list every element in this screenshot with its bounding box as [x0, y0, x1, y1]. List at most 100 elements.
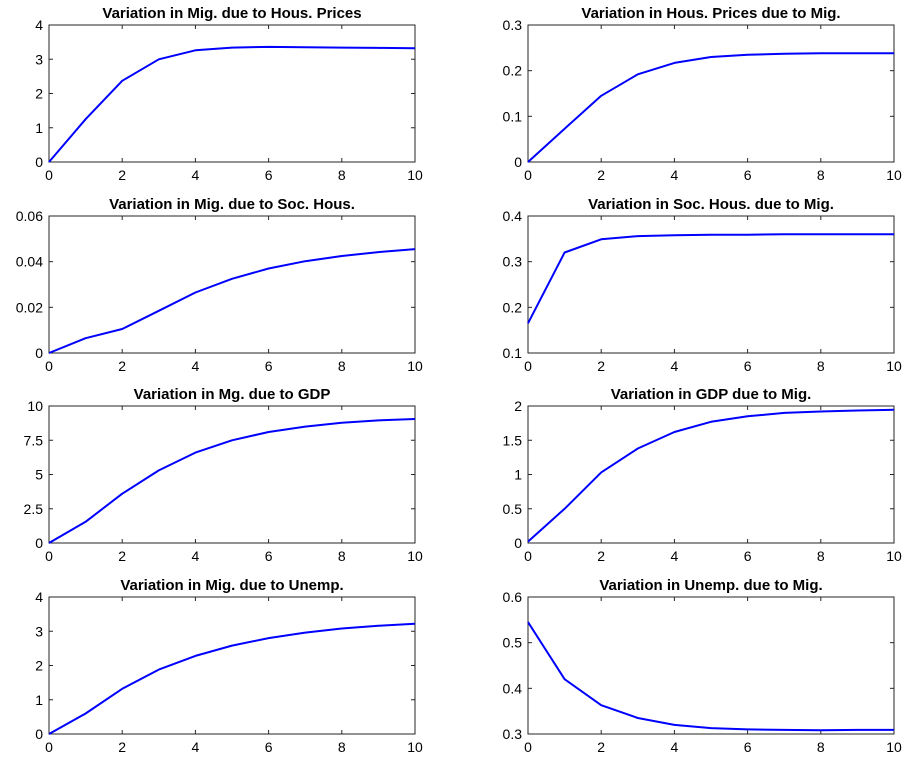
y-tick-label: 1	[35, 120, 43, 136]
y-tick-label: 0	[514, 535, 522, 551]
x-tick-label: 4	[192, 739, 200, 755]
y-tick-label: 10	[27, 398, 43, 414]
axes-frame	[48, 596, 416, 735]
x-tick-label: 4	[671, 739, 679, 755]
x-tick-label: 8	[338, 739, 346, 755]
x-tick-label: 6	[265, 167, 273, 183]
y-tick-label: 0.04	[16, 254, 43, 270]
plot-title: Variation in Mig. due to Soc. Hous.	[109, 196, 355, 213]
x-tick-label: 4	[671, 548, 679, 564]
y-tick-label: 0.02	[16, 299, 43, 315]
x-tick-label: 10	[886, 358, 902, 374]
x-tick-label: 10	[407, 739, 423, 755]
x-tick-label: 4	[671, 167, 679, 183]
x-tick-label: 2	[118, 358, 126, 374]
y-tick-label: 0.4	[503, 208, 523, 224]
x-tick-label: 6	[265, 739, 273, 755]
x-tick-label: 10	[407, 167, 423, 183]
y-tick-label: 4	[35, 17, 43, 33]
series-line	[527, 233, 894, 324]
y-tick-label: 0.06	[16, 208, 43, 224]
x-tick-label: 2	[597, 548, 605, 564]
subplot: Variation in Mig. due to Soc. Hous. 0 2 4 6 8…	[16, 196, 423, 374]
subplot: Variation in Mig. due to Unemp. 0 2 4 6 8 10 0 1…	[35, 577, 423, 755]
y-tick-label: 2	[514, 398, 522, 414]
x-tick-label: 8	[817, 167, 825, 183]
x-tick-label: 10	[407, 548, 423, 564]
x-tick-label: 8	[338, 358, 346, 374]
x-tick-label: 4	[192, 358, 200, 374]
y-tick-label: 0.1	[503, 108, 523, 124]
x-tick-label: 4	[671, 358, 679, 374]
y-tick-label: 2	[35, 658, 43, 674]
x-tick-label: 6	[744, 548, 752, 564]
axes-frame	[48, 24, 416, 163]
y-tick-label: 4	[35, 589, 43, 605]
x-tick-label: 0	[524, 167, 532, 183]
subplot: Variation in Mig. due to Hous. Prices 0 2 4…	[35, 5, 423, 183]
x-tick-label: 10	[407, 358, 423, 374]
x-tick-label: 8	[338, 548, 346, 564]
y-tick-label: 1	[514, 467, 522, 483]
axes-frame	[48, 215, 416, 354]
series-line	[527, 52, 894, 163]
x-tick-label: 8	[817, 739, 825, 755]
y-tick-label: 2.5	[24, 501, 44, 517]
plot-title: Variation in Mig. due to Unemp.	[120, 577, 343, 594]
y-tick-label: 0.3	[503, 17, 523, 33]
y-tick-label: 5	[35, 467, 43, 483]
y-tick-label: 7.5	[24, 432, 44, 448]
plot-title: Variation in Soc. Hous. due to Mig.	[588, 196, 834, 213]
axes-frame	[48, 405, 416, 544]
y-tick-label: 0.5	[503, 635, 523, 651]
axes-frame	[527, 24, 895, 163]
axes-frame	[527, 215, 895, 354]
x-tick-label: 0	[45, 358, 53, 374]
plot-title: Variation in Mg. due to GDP	[134, 386, 331, 403]
series-line	[48, 622, 416, 735]
subplot: Variation in Soc. Hous. due to Mig. 0 2 4 6 8…	[503, 196, 902, 374]
axes-frame	[527, 405, 895, 544]
x-tick-label: 4	[192, 167, 200, 183]
y-tick-label: 0	[35, 726, 43, 742]
x-tick-label: 10	[886, 167, 902, 183]
y-tick-label: 0.3	[503, 726, 523, 742]
y-tick-label: 0.2	[503, 63, 523, 79]
x-tick-label: 0	[524, 358, 532, 374]
y-tick-label: 0.4	[503, 680, 523, 696]
series-line	[48, 45, 416, 163]
x-tick-label: 10	[886, 739, 902, 755]
y-tick-label: 0.1	[503, 345, 523, 361]
y-tick-label: 0.2	[503, 299, 523, 315]
y-tick-label: 0.6	[503, 589, 523, 605]
series-line	[48, 248, 416, 354]
x-tick-label: 2	[118, 167, 126, 183]
y-tick-label: 3	[35, 51, 43, 67]
y-tick-label: 0	[35, 154, 43, 170]
plot-title: Variation in GDP due to Mig.	[611, 386, 812, 403]
subplot: Variation in Unemp. due to Mig. 0 2 4 6 8 10 0.…	[503, 577, 902, 755]
subplot: Variation in GDP due to Mig. 0 2 4 6 8 10 0 0.5 1…	[503, 386, 902, 564]
x-tick-label: 6	[265, 548, 273, 564]
x-tick-label: 2	[118, 548, 126, 564]
y-tick-label: 0	[35, 345, 43, 361]
series-line	[527, 408, 895, 543]
y-tick-label: 0	[35, 535, 43, 551]
x-tick-label: 6	[744, 167, 752, 183]
x-tick-label: 0	[45, 548, 53, 564]
x-tick-label: 6	[744, 358, 752, 374]
y-tick-label: 1	[35, 692, 43, 708]
axes-frame	[527, 596, 895, 735]
x-tick-label: 2	[597, 358, 605, 374]
y-tick-label: 2	[35, 86, 43, 102]
plot-title: Variation in Unemp. due to Mig.	[599, 577, 822, 594]
x-tick-label: 2	[597, 167, 605, 183]
plot-title: Variation in Mig. due to Hous. Prices	[102, 5, 361, 22]
y-tick-label: 1.5	[503, 432, 523, 448]
x-tick-label: 0	[45, 167, 53, 183]
x-tick-label: 0	[45, 739, 53, 755]
plot-title: Variation in Hous. Prices due to Mig.	[581, 5, 840, 22]
subplot: Variation in Hous. Prices due to Mig. 0 2 4…	[503, 5, 902, 183]
x-tick-label: 8	[338, 167, 346, 183]
